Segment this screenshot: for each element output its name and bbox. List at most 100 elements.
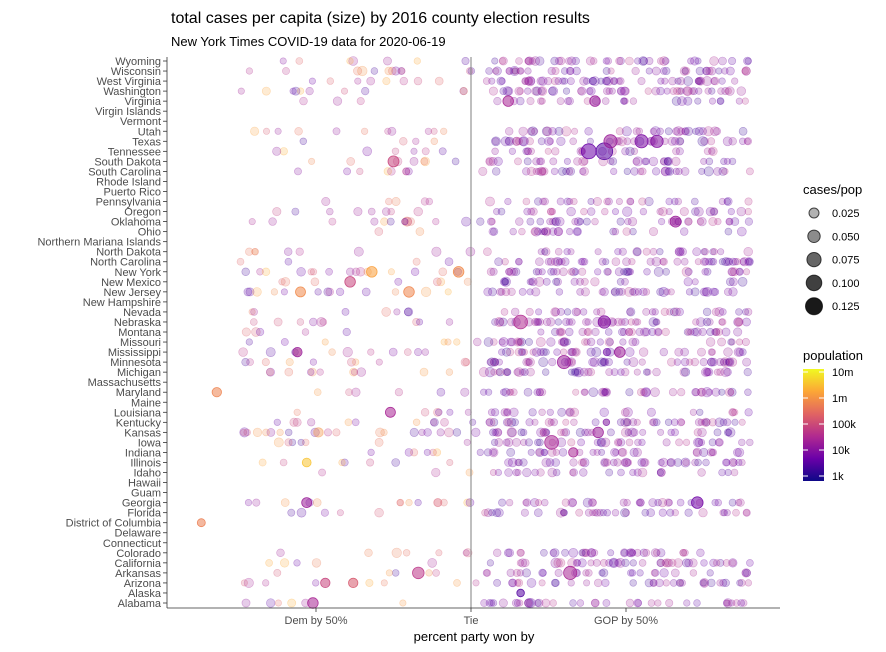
county-point <box>664 167 673 176</box>
county-point <box>625 598 635 608</box>
county-point <box>719 418 728 427</box>
county-point <box>506 568 515 578</box>
county-point <box>610 77 618 85</box>
county-point <box>538 268 546 276</box>
county-point <box>413 76 423 86</box>
county-point <box>351 387 361 397</box>
county-point <box>728 498 737 507</box>
county-point <box>705 388 714 396</box>
county-point <box>694 57 702 65</box>
county-point <box>514 468 522 476</box>
county-point <box>523 76 533 86</box>
county-point <box>739 257 750 267</box>
county-point <box>728 56 737 65</box>
county-point <box>485 156 495 167</box>
county-point <box>586 207 596 216</box>
county-point <box>603 388 611 396</box>
county-point <box>697 347 706 357</box>
county-point <box>725 218 734 226</box>
county-point <box>505 67 514 75</box>
county-point <box>717 87 725 95</box>
county-point <box>700 579 709 587</box>
county-point <box>668 558 677 568</box>
county-point <box>482 569 491 577</box>
county-point <box>637 77 646 86</box>
county-point <box>742 357 751 367</box>
county-point <box>486 267 496 276</box>
county-point <box>585 87 594 95</box>
county-point <box>600 287 609 297</box>
county-point <box>720 509 728 517</box>
county-point <box>600 357 610 367</box>
county-point <box>504 418 513 427</box>
county-point <box>617 368 625 376</box>
county-point <box>604 337 614 347</box>
county-point <box>689 408 698 416</box>
county-point <box>728 257 737 266</box>
county-point <box>527 147 535 156</box>
county-point <box>562 317 571 327</box>
county-point <box>512 136 522 146</box>
county-point <box>600 457 610 468</box>
county-point <box>518 287 527 296</box>
county-point <box>542 317 552 327</box>
county-point <box>735 308 743 316</box>
county-point <box>567 368 575 376</box>
county-point <box>712 328 721 336</box>
county-point <box>445 368 454 376</box>
county-point <box>651 569 660 577</box>
county-point <box>430 137 438 146</box>
county-point <box>718 388 726 396</box>
y-tick-label: Louisiana <box>114 407 162 419</box>
county-point <box>514 86 524 96</box>
county-point <box>616 438 626 447</box>
county-point-highlight <box>614 346 626 358</box>
county-point <box>601 76 611 86</box>
county-point <box>696 76 706 86</box>
county-point <box>534 197 543 206</box>
county-point <box>346 157 356 166</box>
county-point <box>252 287 262 297</box>
county-point <box>649 127 658 135</box>
county-point <box>501 287 511 297</box>
county-point <box>483 287 493 297</box>
county-point <box>697 216 707 227</box>
county-point <box>716 358 725 367</box>
county-point <box>240 428 248 436</box>
county-point <box>609 558 619 568</box>
y-tick-label: Connecticut <box>103 538 161 550</box>
county-point <box>701 417 711 427</box>
y-tick-label: Florida <box>127 508 162 520</box>
county-point <box>548 127 557 136</box>
county-point <box>243 287 253 297</box>
county-point <box>518 227 526 236</box>
county-point <box>266 368 274 376</box>
county-point <box>541 126 552 137</box>
county-point <box>622 206 633 217</box>
county-point <box>530 317 540 327</box>
county-point <box>262 579 270 587</box>
county-point <box>676 76 686 86</box>
county-point-highlight <box>568 447 579 458</box>
county-point <box>559 77 567 85</box>
county-point <box>659 568 669 578</box>
county-point <box>589 357 600 367</box>
county-point <box>524 56 534 66</box>
county-point <box>465 498 475 507</box>
county-point <box>409 156 419 166</box>
county-point <box>620 97 628 105</box>
county-point <box>622 227 631 236</box>
county-point <box>672 147 680 156</box>
county-point <box>522 147 530 156</box>
county-point <box>246 358 254 366</box>
county-point <box>674 247 683 256</box>
county-point <box>686 358 694 366</box>
y-tick-label: Texas <box>132 136 161 148</box>
y-tick-label: California <box>115 558 162 570</box>
county-point <box>463 438 471 446</box>
y-tick-label: Alabama <box>118 598 162 610</box>
county-point <box>642 288 651 296</box>
county-point <box>491 428 499 437</box>
county-point <box>721 87 730 96</box>
county-point <box>530 498 540 508</box>
